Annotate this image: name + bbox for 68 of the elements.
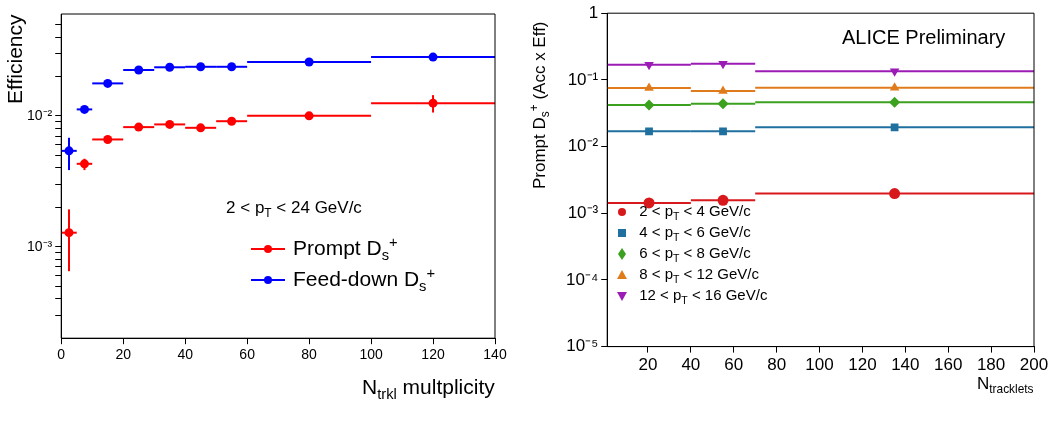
point [103, 78, 113, 88]
annotation: ALICE Preliminary [841, 25, 1006, 48]
x-tick-label: 180 [976, 355, 1006, 375]
x-tick-label: 60 [239, 346, 256, 363]
x-tick-label: 0 [57, 346, 66, 363]
y-tick-label: 1 [588, 2, 599, 22]
x-tick-label: 20 [115, 346, 132, 363]
x-tick-label: 40 [177, 346, 194, 363]
point [79, 104, 89, 114]
x-tick-label: 60 [724, 355, 744, 375]
x-axis-title: N$_{tracklets}$ [977, 373, 1034, 396]
point [889, 188, 901, 200]
point [134, 65, 144, 75]
x-tick-label: 120 [848, 355, 877, 375]
y-tick-label: 10⁻³ [27, 237, 53, 254]
point [304, 57, 314, 67]
y-tick-label: 10⁻² [27, 106, 53, 123]
legend-label: 4 < p$_{T}$ < 6 GeV/c [639, 222, 751, 243]
point [304, 111, 314, 121]
point [165, 62, 175, 72]
point [428, 98, 438, 108]
x-tick-label: 80 [301, 346, 318, 363]
legend-label: 8 < p$_{T}$ < 12 GeV/c [639, 264, 760, 285]
point [717, 194, 729, 206]
point [428, 52, 438, 62]
x-tick-label: 200 [1019, 355, 1049, 375]
point [718, 60, 728, 70]
point [644, 62, 654, 71]
x-tick-label: 120 [421, 346, 445, 363]
point [227, 62, 237, 72]
point [718, 85, 728, 94]
point [719, 127, 727, 136]
point [227, 116, 237, 126]
y-tick-label: 10⁻⁵ [566, 336, 599, 356]
point [64, 228, 74, 238]
x-tick-label: 100 [359, 346, 383, 363]
point [643, 99, 655, 111]
x-tick-label: 20 [638, 355, 658, 375]
y-tick-label: 10⁻⁴ [566, 269, 599, 289]
point [165, 119, 175, 129]
point [79, 159, 89, 169]
point [196, 123, 206, 133]
point [717, 98, 729, 110]
y-axis-title: Efficiency [3, 14, 26, 104]
x-tick-label: 100 [805, 355, 834, 375]
point [889, 68, 900, 77]
legend-label: 6 < p$_{T}$ < 8 GeV/c [639, 243, 751, 264]
y-tick-label: 10⁻¹ [567, 69, 599, 89]
x-tick-label: 160 [934, 355, 963, 375]
point [644, 82, 654, 91]
x-tick-label: 80 [767, 355, 787, 375]
point [889, 82, 900, 91]
point [890, 123, 899, 132]
x-axis-title: N$_{trkl}$ multplicity [362, 375, 495, 403]
point [196, 62, 206, 72]
point [134, 122, 144, 132]
x-tick-label: 40 [681, 355, 701, 375]
point [103, 134, 113, 144]
legend-label: 12 < p$_{T}$ < 16 GeV/c [639, 285, 768, 306]
x-tick-label: 140 [891, 355, 920, 375]
point [889, 96, 901, 108]
annotation: 2 < p$_{T}$ < 24 GeV/c [226, 197, 362, 221]
point [645, 127, 653, 136]
y-tick-label: 10⁻² [567, 136, 599, 156]
y-tick-label: 10⁻³ [567, 202, 599, 222]
x-tick-label: 140 [483, 346, 507, 363]
legend-label: 2 < p$_{T}$ < 4 GeV/c [639, 201, 751, 222]
point [64, 146, 74, 156]
